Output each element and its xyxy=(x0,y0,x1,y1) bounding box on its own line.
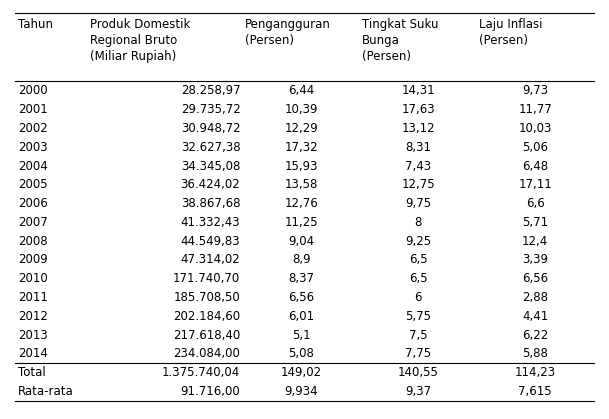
Text: 2004: 2004 xyxy=(18,160,48,173)
Text: 4,41: 4,41 xyxy=(522,310,549,323)
Text: 13,12: 13,12 xyxy=(401,122,435,135)
Text: 38.867,68: 38.867,68 xyxy=(181,197,241,210)
Text: Tahun: Tahun xyxy=(18,18,52,31)
Text: 9,25: 9,25 xyxy=(405,235,431,248)
Text: 5,71: 5,71 xyxy=(523,216,548,229)
Text: 12,29: 12,29 xyxy=(284,122,319,135)
Text: 12,4: 12,4 xyxy=(522,235,549,248)
Text: 10,03: 10,03 xyxy=(519,122,552,135)
Text: 9,73: 9,73 xyxy=(523,84,548,97)
Text: 2013: 2013 xyxy=(18,328,48,341)
Text: 6,44: 6,44 xyxy=(288,84,314,97)
Text: 10,39: 10,39 xyxy=(284,103,318,116)
Text: 2007: 2007 xyxy=(18,216,48,229)
Text: 11,25: 11,25 xyxy=(284,216,318,229)
Text: Tingkat Suku
Bunga
(Persen): Tingkat Suku Bunga (Persen) xyxy=(362,18,438,62)
Text: 2009: 2009 xyxy=(18,253,48,266)
Text: 140,55: 140,55 xyxy=(398,366,438,379)
Text: Laju Inflasi
(Persen): Laju Inflasi (Persen) xyxy=(479,18,543,47)
Text: 6,22: 6,22 xyxy=(522,328,549,341)
Text: 30.948,72: 30.948,72 xyxy=(181,122,241,135)
Text: Total: Total xyxy=(18,366,46,379)
Text: 12,76: 12,76 xyxy=(284,197,319,210)
Text: Produk Domestik
Regional Bruto
(Miliar Rupiah): Produk Domestik Regional Bruto (Miliar R… xyxy=(90,18,191,62)
Text: 15,93: 15,93 xyxy=(284,160,318,173)
Text: 114,23: 114,23 xyxy=(515,366,556,379)
Text: 41.332,43: 41.332,43 xyxy=(181,216,241,229)
Text: 29.735,72: 29.735,72 xyxy=(181,103,241,116)
Text: 2012: 2012 xyxy=(18,310,48,323)
Text: 2003: 2003 xyxy=(18,141,48,154)
Text: 47.314,02: 47.314,02 xyxy=(181,253,241,266)
Text: 6,01: 6,01 xyxy=(288,310,314,323)
Text: 9,37: 9,37 xyxy=(405,385,431,398)
Text: 9,04: 9,04 xyxy=(288,235,314,248)
Text: 171.740,70: 171.740,70 xyxy=(173,272,241,285)
Text: 32.627,38: 32.627,38 xyxy=(181,141,241,154)
Text: 13,58: 13,58 xyxy=(284,178,318,191)
Text: 5,88: 5,88 xyxy=(523,347,548,360)
Text: 5,08: 5,08 xyxy=(289,347,314,360)
Text: 185.708,50: 185.708,50 xyxy=(174,291,241,304)
Text: 2000: 2000 xyxy=(18,84,48,97)
Text: 5,06: 5,06 xyxy=(523,141,548,154)
Text: 149,02: 149,02 xyxy=(281,366,322,379)
Text: 2001: 2001 xyxy=(18,103,48,116)
Text: 2014: 2014 xyxy=(18,347,48,360)
Text: 6,56: 6,56 xyxy=(288,291,314,304)
Text: 9,934: 9,934 xyxy=(284,385,318,398)
Text: 3,39: 3,39 xyxy=(523,253,548,266)
Text: 91.716,00: 91.716,00 xyxy=(181,385,241,398)
Text: 2010: 2010 xyxy=(18,272,48,285)
Text: 14,31: 14,31 xyxy=(401,84,435,97)
Text: 34.345,08: 34.345,08 xyxy=(181,160,241,173)
Text: 2011: 2011 xyxy=(18,291,48,304)
Text: 8: 8 xyxy=(415,216,422,229)
Text: 11,77: 11,77 xyxy=(518,103,552,116)
Text: 6,48: 6,48 xyxy=(523,160,548,173)
Text: 28.258,97: 28.258,97 xyxy=(181,84,241,97)
Text: 17,63: 17,63 xyxy=(401,103,435,116)
Text: 202.184,60: 202.184,60 xyxy=(174,310,241,323)
Text: 1.375.740,04: 1.375.740,04 xyxy=(162,366,241,379)
Text: 6,6: 6,6 xyxy=(526,197,544,210)
Text: Pengangguran
(Persen): Pengangguran (Persen) xyxy=(245,18,331,47)
Text: 217.618,40: 217.618,40 xyxy=(173,328,241,341)
Text: 6,5: 6,5 xyxy=(409,253,428,266)
Text: 2,88: 2,88 xyxy=(523,291,548,304)
Text: 2002: 2002 xyxy=(18,122,48,135)
Text: 7,5: 7,5 xyxy=(409,328,428,341)
Text: 8,31: 8,31 xyxy=(406,141,431,154)
Text: 17,32: 17,32 xyxy=(284,141,318,154)
Text: 5,1: 5,1 xyxy=(292,328,311,341)
Text: 2005: 2005 xyxy=(18,178,48,191)
Text: 7,75: 7,75 xyxy=(405,347,431,360)
Text: 7,43: 7,43 xyxy=(405,160,431,173)
Text: 6,56: 6,56 xyxy=(523,272,548,285)
Text: 7,615: 7,615 xyxy=(518,385,552,398)
Text: Rata-rata: Rata-rata xyxy=(18,385,74,398)
Text: 36.424,02: 36.424,02 xyxy=(181,178,241,191)
Text: 6: 6 xyxy=(415,291,422,304)
Text: 9,75: 9,75 xyxy=(405,197,431,210)
Text: 6,5: 6,5 xyxy=(409,272,428,285)
Text: 8,37: 8,37 xyxy=(288,272,314,285)
Text: 234.084,00: 234.084,00 xyxy=(174,347,241,360)
Text: 12,75: 12,75 xyxy=(401,178,435,191)
Text: 2008: 2008 xyxy=(18,235,48,248)
Text: 44.549,83: 44.549,83 xyxy=(181,235,241,248)
Text: 17,11: 17,11 xyxy=(518,178,552,191)
Text: 5,75: 5,75 xyxy=(406,310,431,323)
Text: 8,9: 8,9 xyxy=(292,253,311,266)
Text: 2006: 2006 xyxy=(18,197,48,210)
